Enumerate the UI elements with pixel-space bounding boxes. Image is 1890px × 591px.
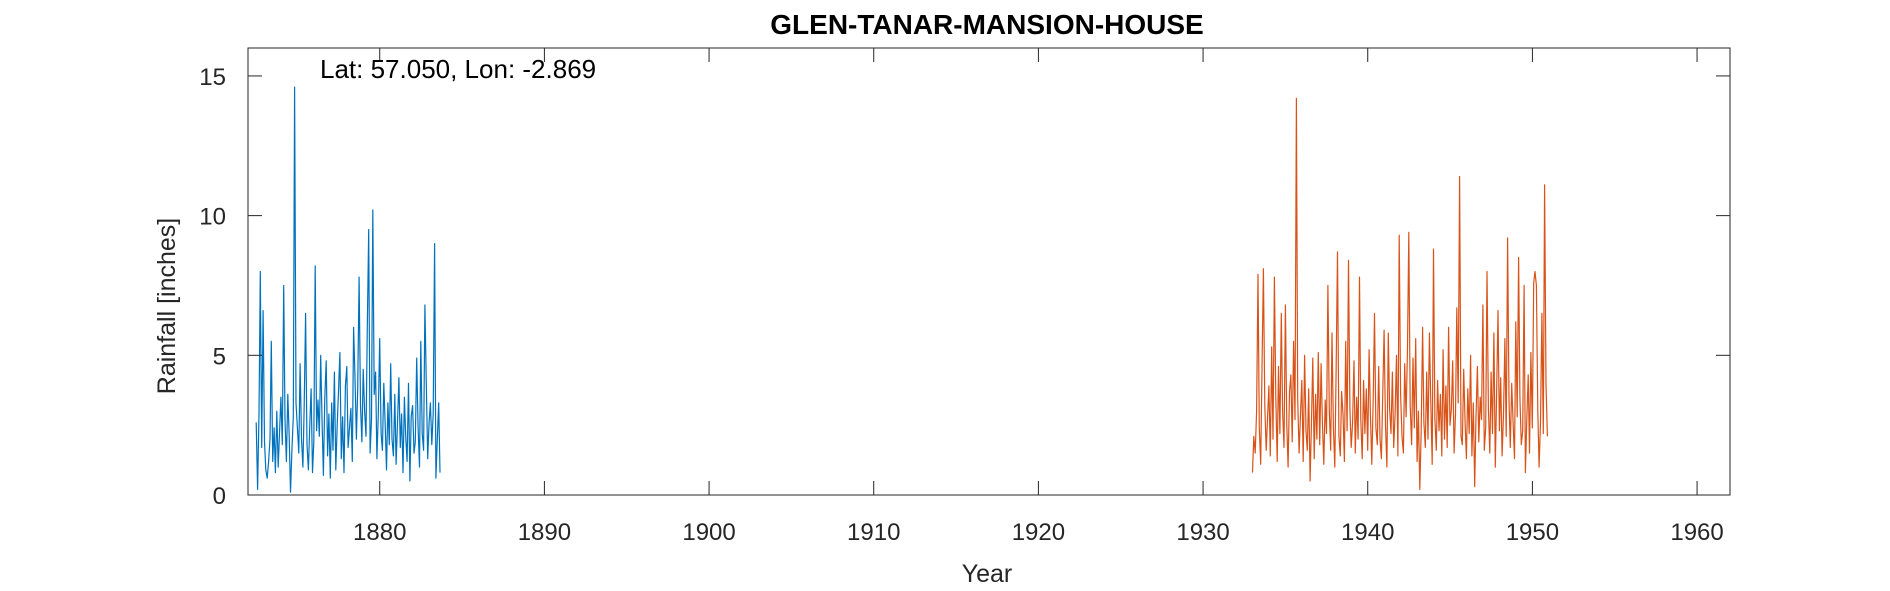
plot-area-box xyxy=(247,47,1731,496)
chart-title: GLEN-TANAR-MANSION-HOUSE xyxy=(770,9,1203,40)
x-tick-label: 1940 xyxy=(1341,519,1394,546)
series-line-1 xyxy=(255,86,441,493)
location-annotation: Lat: 57.050, Lon: -2.869 xyxy=(320,54,596,84)
y-tick-label: 15 xyxy=(199,64,226,91)
x-tick-label: 1910 xyxy=(847,519,900,546)
x-tick-label: 1960 xyxy=(1670,519,1723,546)
x-tick-label: 1950 xyxy=(1506,519,1559,546)
y-tick-label: 10 xyxy=(199,204,226,231)
plot-axes: 1880 1890 1900 1910 1920 1930 1940 1950 1960 0 5 10… xyxy=(199,47,1731,546)
x-tick-label: 1890 xyxy=(518,519,571,546)
tick-marks xyxy=(248,48,1730,496)
series-layer xyxy=(255,86,1548,493)
y-axis-label: Rainfall [inches] xyxy=(153,218,181,394)
x-tick-label: 1880 xyxy=(353,519,406,546)
series-line-2 xyxy=(1251,97,1548,490)
tick-labels: 1880 1890 1900 1910 1920 1930 1940 1950 1960 0 5 10… xyxy=(199,64,1723,546)
x-tick-label: 1930 xyxy=(1176,519,1229,546)
x-axis-label: Year xyxy=(962,560,1013,588)
x-tick-label: 1920 xyxy=(1012,519,1065,546)
y-tick-label: 5 xyxy=(213,343,226,370)
x-tick-label: 1900 xyxy=(682,519,735,546)
y-tick-label: 0 xyxy=(213,483,226,510)
